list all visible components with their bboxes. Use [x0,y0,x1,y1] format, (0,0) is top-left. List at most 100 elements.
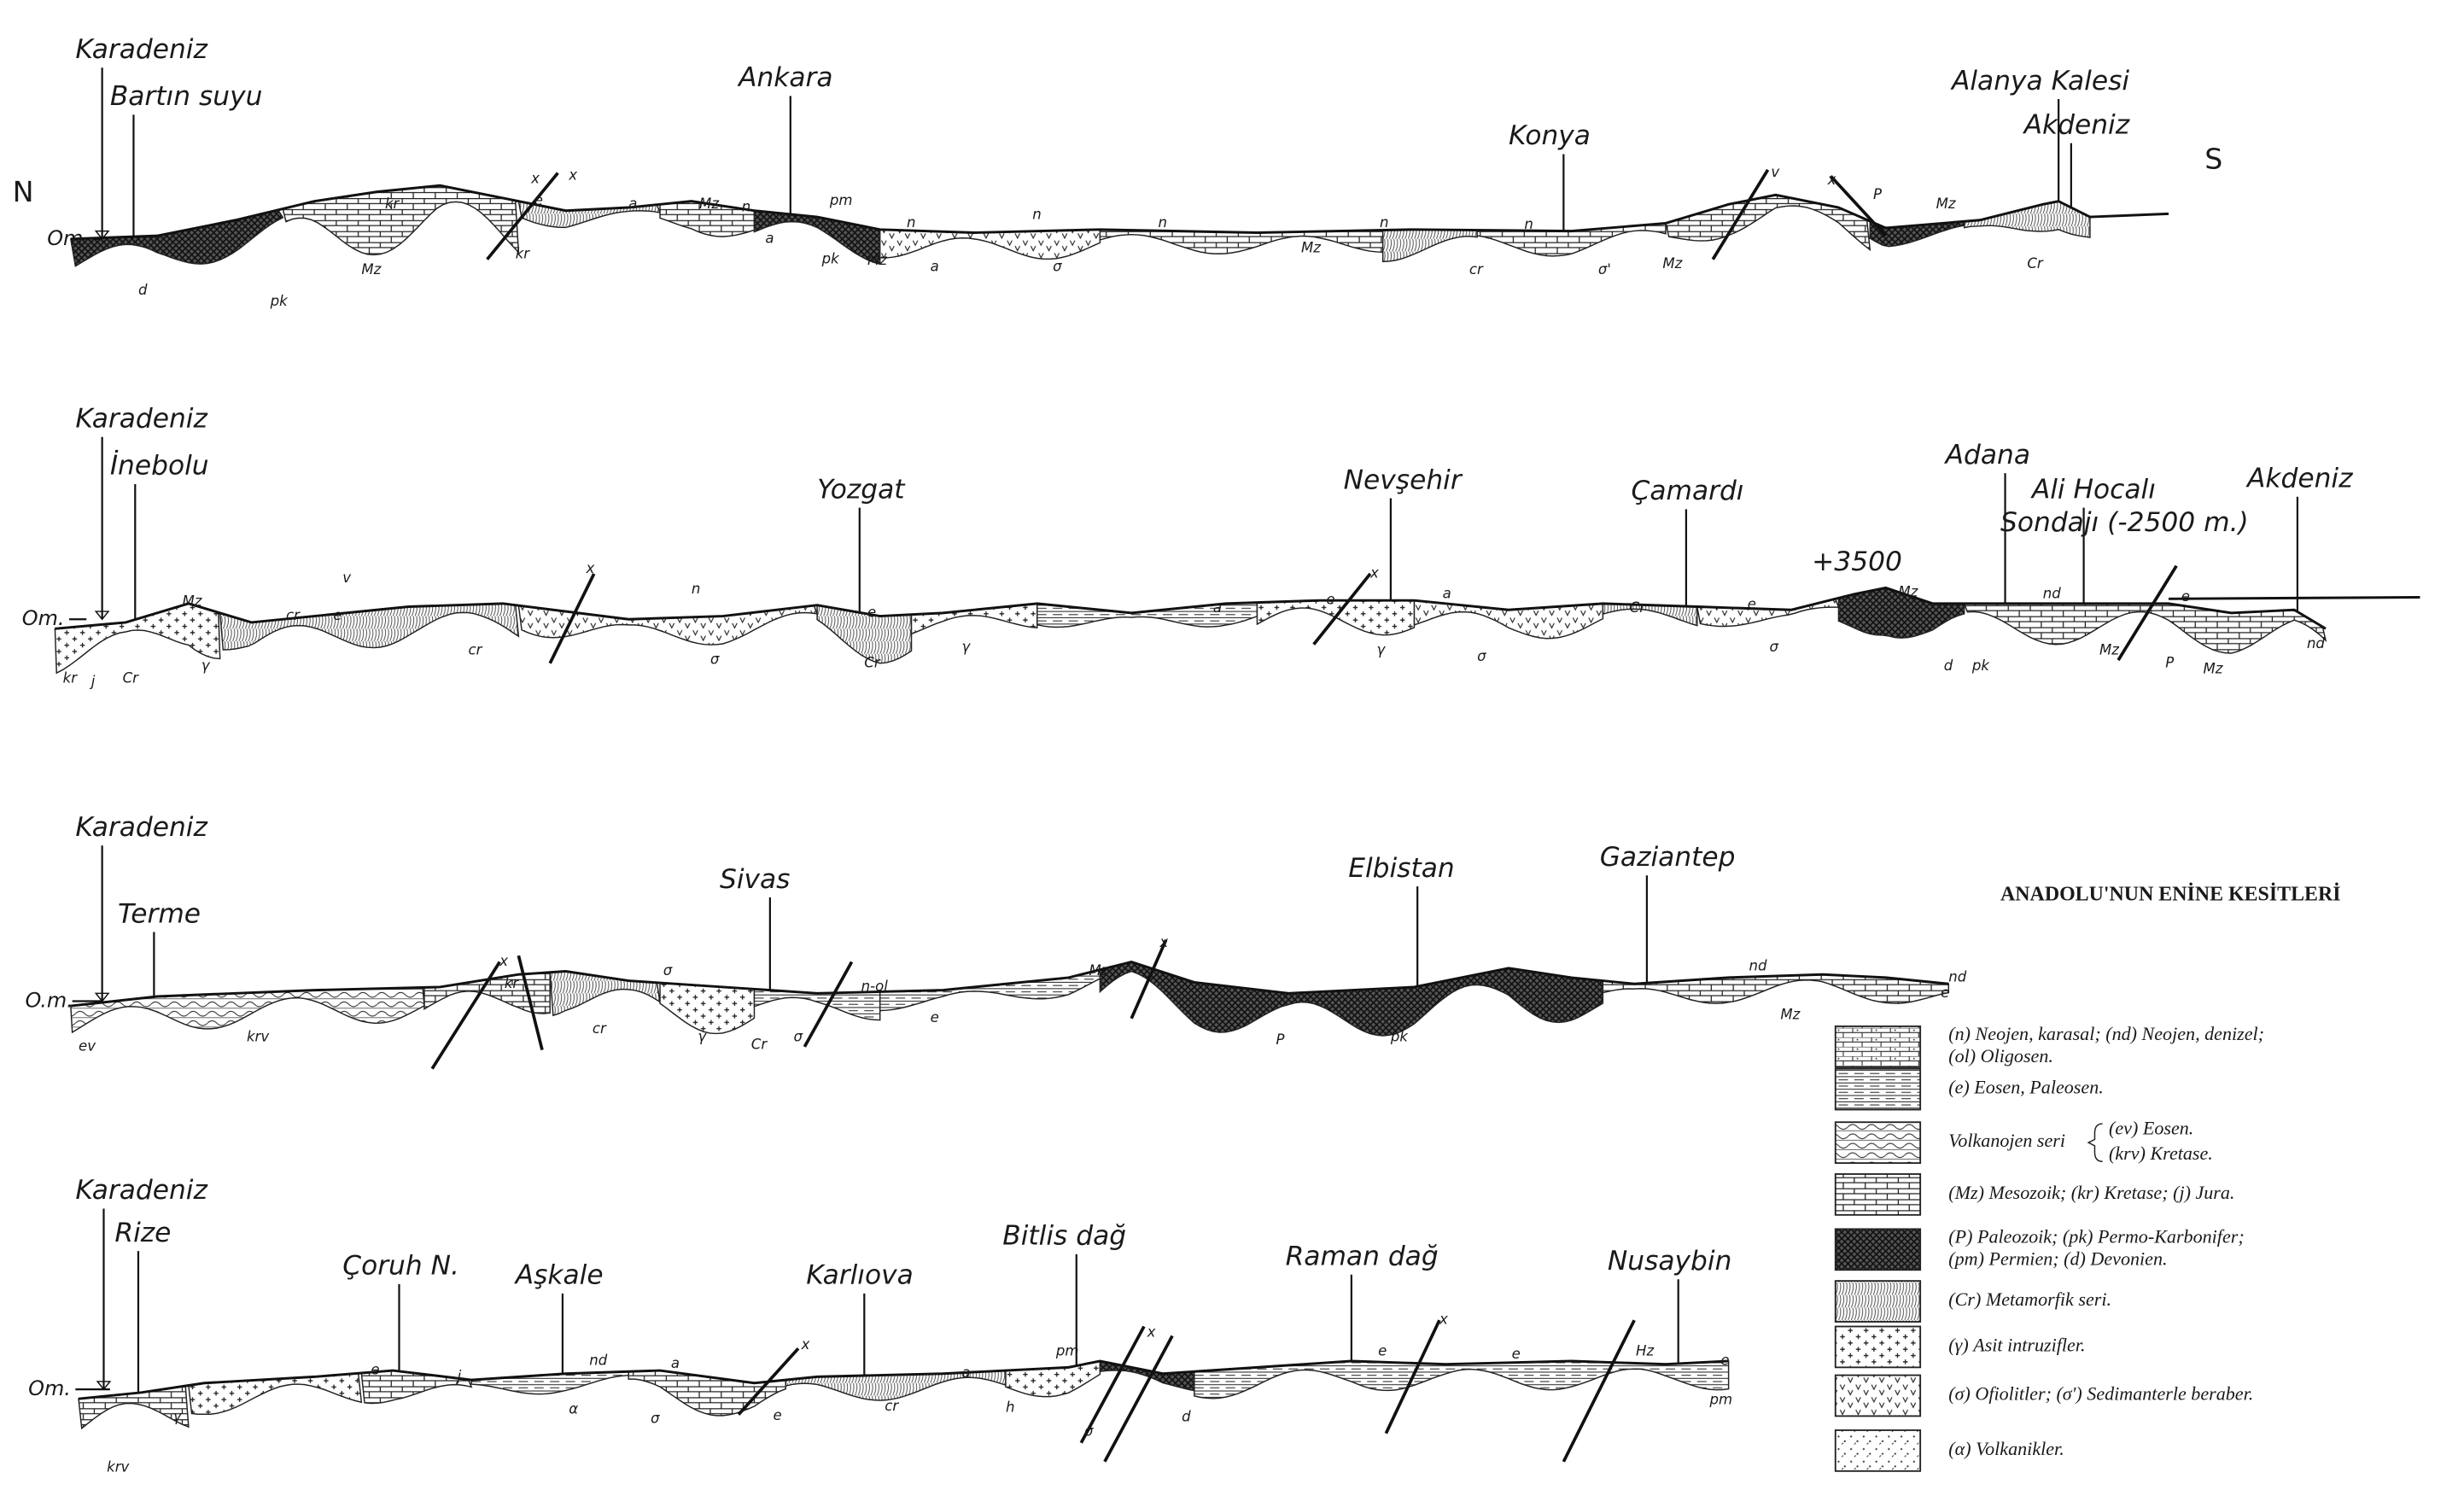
place-label: Raman dağ [1286,1242,1439,1272]
rock-unit [1006,1361,1100,1397]
unit-label: Mz [1936,196,1956,212]
unit-label: krv [107,1459,129,1475]
rock-unit [912,604,1037,634]
unit-label: σ [710,652,720,668]
unit-label: n [1380,214,1389,231]
unit-label: x [801,1336,810,1353]
place-label: Nevşehir [1344,465,1463,495]
place-label: Yozgat [817,474,906,505]
unit-label: x [586,560,595,576]
place-label: Karadeniz [75,812,207,843]
unit-label: σ [793,1028,803,1044]
rock-unit [71,987,424,1031]
unit-label: x [1369,564,1379,581]
unit-label: pm [1709,1392,1733,1408]
fault [1105,1336,1172,1462]
rock-unit [1383,230,1477,262]
legend-brace [2088,1124,2103,1161]
unit-label: nd [2043,585,2061,601]
unit-label: kr [63,670,79,687]
legend-swatch [1836,1026,1920,1067]
legend-text: (krv) Kretase. [2109,1142,2213,1164]
unit-label: x [1147,1323,1156,1340]
unit-label: pk [821,250,841,266]
unit-label: Mz [361,261,381,278]
unit-label: cr [885,1398,899,1414]
unit-label: P [1873,186,1882,202]
fault [432,961,499,1068]
unit-label: γ [172,1409,182,1425]
unit-label: Mz [183,593,202,610]
rock-unit [1477,223,1666,255]
unit-label: Mz [1780,1007,1800,1023]
place-label: Elbistan [1348,853,1455,884]
place-label: Sondajı (-2500 m.) [2000,507,2249,538]
legend-text: Volkanojen seri [1948,1130,2065,1151]
legend-text: (ol) Oligosen. [1948,1045,2053,1066]
unit-label: σ [1084,1423,1094,1439]
unit-label: γ [961,639,971,655]
unit-label: krv [247,1028,269,1044]
unit-label: e [774,1407,782,1423]
unit-label: Hz [1636,1342,1654,1359]
unit-label: n [1524,216,1533,232]
rock-unit [660,983,754,1033]
unit-label: P [2165,654,2174,670]
place-label: Karadeniz [75,34,207,65]
unit-label: pk [1971,657,1991,674]
unit-label: d [1182,1409,1191,1425]
unit-label: σ [1477,648,1486,664]
unit-label: Mz [1089,962,1109,979]
unit-label: e [333,607,342,623]
unit-label: a [961,1364,970,1381]
unit-label: x [1439,1312,1448,1328]
legend-swatch [1836,1174,1920,1215]
legend-swatch [1836,1229,1920,1270]
unit-label: Mz [867,252,887,268]
unit-label: e [1512,1346,1521,1362]
unit-label: γ [201,657,211,674]
legend-text: (Mz) Mesozoik; (kr) Kretase; (j) Jura. [1948,1182,2234,1203]
unit-label: γ [1376,642,1386,658]
unit-label: e [1748,596,1756,612]
unit-label: cr [1469,261,1484,278]
unit-label: n [1158,214,1167,231]
unit-label: Cr [864,654,881,670]
sea-level-label: O.m. [25,989,73,1013]
place-label: Ankara [737,62,832,93]
unit-label: Mz [1662,255,1682,272]
sea-level-label: Om. [28,1376,71,1400]
place-label: Çoruh N. [342,1251,459,1282]
unit-label: v [342,570,351,586]
unit-label: a [1443,585,1451,601]
legend-text: (α) Volkanikler. [1948,1438,2064,1459]
legend-text: (Cr) Metamorfik seri. [1948,1288,2111,1310]
unit-label: x [530,170,540,186]
legend-swatch [1836,1327,1920,1368]
legend-swatch [1836,1122,1920,1163]
unit-label: γ [698,1028,707,1044]
place-label: Akdeniz [2023,109,2130,140]
unit-label: nd [1749,958,1767,974]
legend-text: (σ) Ofiolitler; (σ') Sedimanterle berabe… [1948,1383,2253,1405]
legend-text: (e) Eosen, Paleosen. [1948,1077,2103,1098]
unit-label: σ [1053,258,1062,274]
unit-label: e [1941,985,1949,1001]
unit-label: a [628,196,637,212]
unit-label: Mz [699,196,719,212]
unit-label: a [671,1355,680,1371]
unit-label: n [742,199,751,215]
place-label: Bartın suyu [110,81,263,112]
place-label: Çamardı [1632,476,1744,506]
unit-label: cr [286,607,301,623]
place-label: Sivas [720,864,790,895]
unit-label: d [1944,657,1953,674]
place-label: Ali Hocalı [2030,474,2156,505]
unit-label: x [499,953,508,969]
unit-label: e [1720,1353,1729,1369]
unit-label: Cr [1630,599,1647,616]
unit-label: nd [2307,635,2325,652]
sea-line [2169,597,2420,599]
legend-text: (ev) Eosen. [2109,1118,2193,1139]
unit-label: kr [516,246,531,262]
